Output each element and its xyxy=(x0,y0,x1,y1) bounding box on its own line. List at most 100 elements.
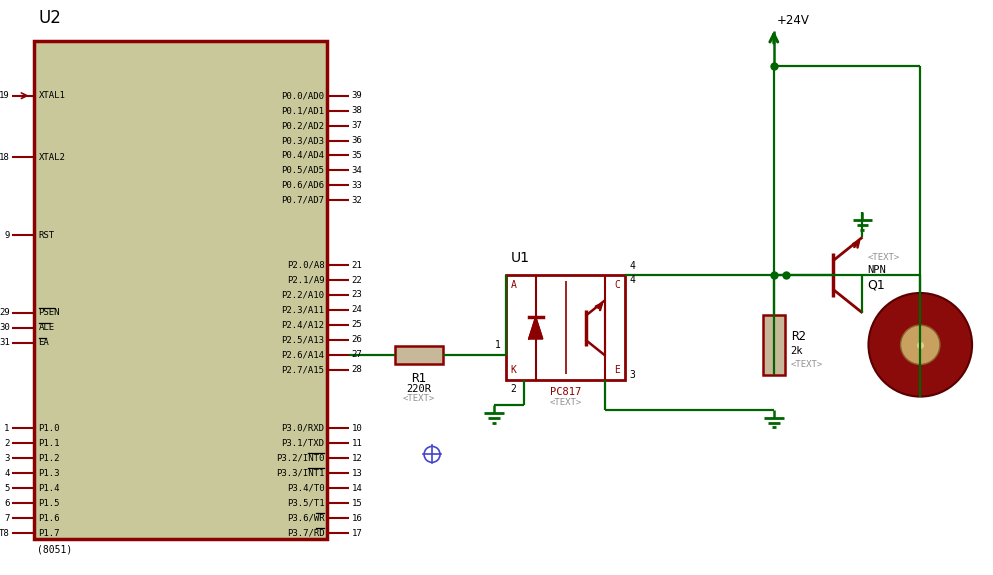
Text: 13: 13 xyxy=(352,469,362,478)
Text: P1.2: P1.2 xyxy=(39,454,60,463)
Text: U1: U1 xyxy=(510,251,530,265)
Text: 10: 10 xyxy=(352,424,362,433)
Text: 29: 29 xyxy=(0,308,10,317)
Text: P0.6/AD6: P0.6/AD6 xyxy=(281,181,325,190)
Text: 22: 22 xyxy=(352,275,362,285)
Text: 38: 38 xyxy=(352,106,362,115)
Text: 2k: 2k xyxy=(790,346,803,356)
Text: 17: 17 xyxy=(352,528,362,538)
Text: 6: 6 xyxy=(4,499,10,508)
Text: 7: 7 xyxy=(4,513,10,523)
Text: (8051): (8051) xyxy=(37,544,71,554)
Text: P2.3/A11: P2.3/A11 xyxy=(281,305,325,315)
Text: 15: 15 xyxy=(352,499,362,508)
Text: 2: 2 xyxy=(4,439,10,448)
Circle shape xyxy=(869,293,972,397)
Text: 34: 34 xyxy=(352,166,362,175)
Text: 4: 4 xyxy=(4,469,10,478)
Text: P0.3/AD3: P0.3/AD3 xyxy=(281,136,325,145)
Text: 11: 11 xyxy=(352,439,362,448)
Text: <TEXT>: <TEXT> xyxy=(790,360,823,369)
Text: E: E xyxy=(615,365,621,375)
Text: K: K xyxy=(510,365,516,375)
Bar xyxy=(763,315,784,375)
Text: P3.2/INT0: P3.2/INT0 xyxy=(276,454,325,463)
Text: P3.3/INT1: P3.3/INT1 xyxy=(276,469,325,478)
Text: P2.2/A10: P2.2/A10 xyxy=(281,290,325,300)
Text: P2.6/A14: P2.6/A14 xyxy=(281,350,325,359)
Bar xyxy=(34,41,328,539)
Text: 31: 31 xyxy=(0,338,10,347)
Text: P1.7: P1.7 xyxy=(39,528,60,538)
Text: P1.3: P1.3 xyxy=(39,469,60,478)
Text: 2: 2 xyxy=(510,384,516,394)
Text: 28: 28 xyxy=(352,365,362,374)
Text: RST: RST xyxy=(39,231,55,240)
Text: 9: 9 xyxy=(4,231,10,240)
Bar xyxy=(505,275,626,380)
Text: R2: R2 xyxy=(790,330,805,343)
Text: P1.5: P1.5 xyxy=(39,499,60,508)
Polygon shape xyxy=(528,317,542,339)
Text: PSEN: PSEN xyxy=(39,308,60,317)
Text: 24: 24 xyxy=(352,305,362,315)
Text: 3: 3 xyxy=(4,454,10,463)
Text: 27: 27 xyxy=(352,350,362,359)
Text: 1: 1 xyxy=(495,340,500,350)
Text: P3.0/RXD: P3.0/RXD xyxy=(281,424,325,433)
Text: EA: EA xyxy=(39,338,50,347)
Text: P0.4/AD4: P0.4/AD4 xyxy=(281,151,325,160)
Text: NPN: NPN xyxy=(868,265,886,275)
Text: +24V: +24V xyxy=(777,14,809,28)
Text: P1.4: P1.4 xyxy=(39,484,60,493)
Text: <TEXT>: <TEXT> xyxy=(549,397,582,407)
Text: 14: 14 xyxy=(352,484,362,493)
Text: 37: 37 xyxy=(352,121,362,130)
Text: P1.0: P1.0 xyxy=(39,424,60,433)
Text: 3: 3 xyxy=(630,370,636,380)
Text: P0.0/AD0: P0.0/AD0 xyxy=(281,91,325,100)
Text: P2.7/A15: P2.7/A15 xyxy=(281,365,325,374)
Text: 19: 19 xyxy=(0,91,10,100)
Text: P0.5/AD5: P0.5/AD5 xyxy=(281,166,325,175)
Text: 39: 39 xyxy=(352,91,362,100)
Text: 33: 33 xyxy=(352,181,362,190)
Text: P2.4/A12: P2.4/A12 xyxy=(281,320,325,329)
Text: P0.7/AD7: P0.7/AD7 xyxy=(281,196,325,205)
Text: 36: 36 xyxy=(352,136,362,145)
Text: 4: 4 xyxy=(630,261,636,271)
Text: 26: 26 xyxy=(352,335,362,344)
Text: 18: 18 xyxy=(0,153,10,162)
Text: <TEXT>: <TEXT> xyxy=(403,394,435,402)
Text: P0.1/AD1: P0.1/AD1 xyxy=(281,106,325,115)
Text: PC817: PC817 xyxy=(550,386,581,397)
Text: A: A xyxy=(510,280,516,290)
Text: XTAL1: XTAL1 xyxy=(39,91,66,100)
Text: <TEXT>: <TEXT> xyxy=(868,252,900,262)
Text: P2.5/A13: P2.5/A13 xyxy=(281,335,325,344)
Text: 35: 35 xyxy=(352,151,362,160)
Text: 32: 32 xyxy=(352,196,362,205)
Text: P2.0/A8: P2.0/A8 xyxy=(287,260,325,270)
Text: P1.6: P1.6 xyxy=(39,513,60,523)
Text: T8: T8 xyxy=(0,528,10,538)
Text: P3.5/T1: P3.5/T1 xyxy=(287,499,325,508)
Text: 30: 30 xyxy=(0,323,10,332)
Text: P3.6/WR: P3.6/WR xyxy=(287,513,325,523)
Text: ALE: ALE xyxy=(39,323,55,332)
Text: 1: 1 xyxy=(4,424,10,433)
Text: 21: 21 xyxy=(352,260,362,270)
Text: P0.2/AD2: P0.2/AD2 xyxy=(281,121,325,130)
Text: 23: 23 xyxy=(352,290,362,300)
Text: P2.1/A9: P2.1/A9 xyxy=(287,275,325,285)
Text: 4: 4 xyxy=(630,275,636,285)
Text: P3.4/T0: P3.4/T0 xyxy=(287,484,325,493)
Text: Q1: Q1 xyxy=(868,278,885,292)
Text: P3.7/RD: P3.7/RD xyxy=(287,528,325,538)
Text: R1: R1 xyxy=(412,371,427,385)
Text: 5: 5 xyxy=(4,484,10,493)
Text: P1.1: P1.1 xyxy=(39,439,60,448)
Text: XTAL2: XTAL2 xyxy=(39,153,66,162)
Text: 220R: 220R xyxy=(406,384,432,394)
Text: 25: 25 xyxy=(352,320,362,329)
